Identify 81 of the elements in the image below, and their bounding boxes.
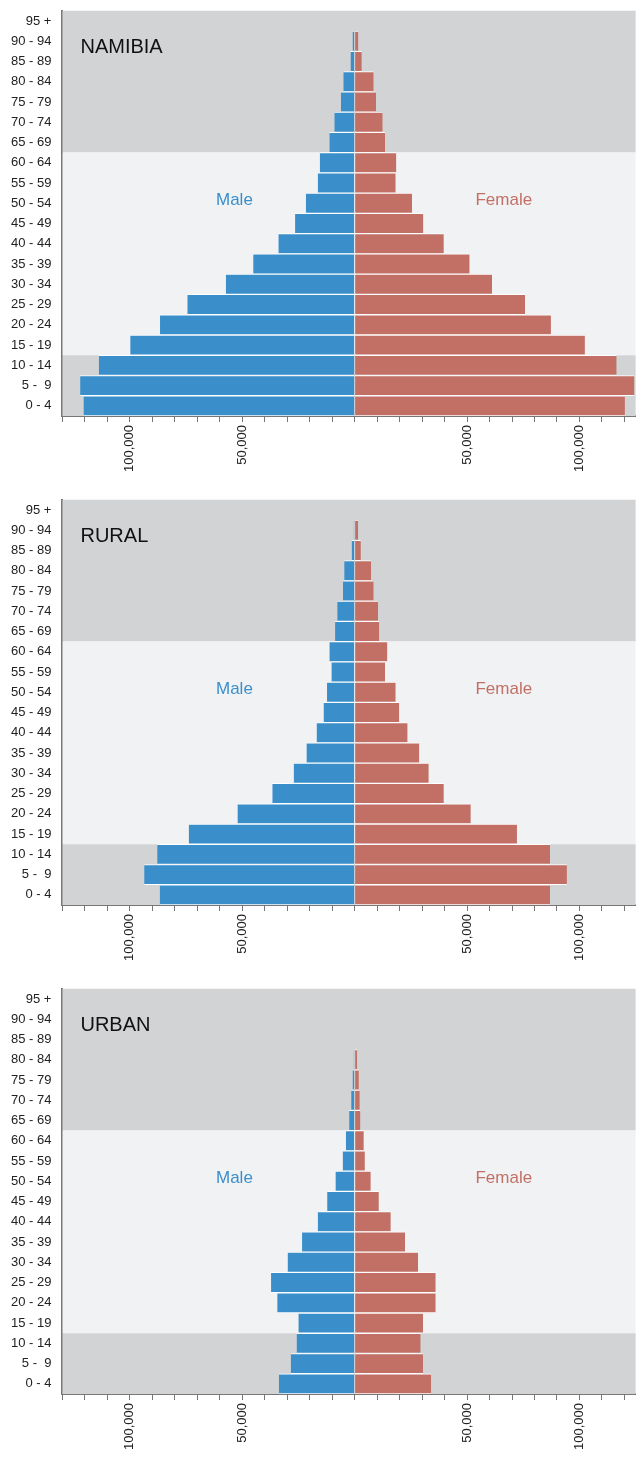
text: Male	[215, 679, 253, 699]
y-tick-label: 10 - 14	[10, 356, 52, 372]
y-tick-label: 0 - 4	[25, 397, 52, 413]
y-tick-label: 10 - 14	[10, 1334, 52, 1350]
y-tick-label: 70 - 74	[10, 113, 52, 129]
y-tick-label: 25 - 29	[10, 785, 52, 801]
text: Female	[475, 679, 533, 699]
x-tick-label: 100,000	[571, 425, 587, 473]
x-tick-label: 50,000	[458, 1403, 474, 1443]
text: Female	[475, 1168, 533, 1188]
y-tick-label: 70 - 74	[10, 602, 52, 618]
y-tick-label: 95 +	[25, 501, 52, 517]
y-tick-label: 0 - 4	[25, 886, 52, 902]
x-tick-label: 100,000	[121, 425, 137, 473]
y-tick-label: 35 - 39	[10, 255, 52, 271]
y-tick-label: 85 - 89	[10, 53, 52, 69]
y-tick-label: 20 - 24	[10, 1294, 52, 1310]
y-tick-label: 80 - 84	[10, 1051, 52, 1067]
y-tick-label: 40 - 44	[10, 724, 52, 740]
y-tick-label: 30 - 34	[10, 1253, 52, 1269]
y-tick-label: 95 +	[25, 12, 52, 28]
y-tick-label: 65 - 69	[10, 1112, 52, 1128]
y-tick-label: 55 - 59	[10, 663, 52, 679]
x-tick-label: 50,000	[233, 425, 249, 465]
y-tick-label: 5 - 9	[21, 866, 52, 882]
y-tick-label: 85 - 89	[10, 1031, 52, 1047]
text: Female	[475, 190, 533, 210]
y-tick-label: 90 - 94	[10, 32, 52, 48]
y-tick-label: 50 - 54	[10, 194, 52, 210]
text: Male	[215, 1168, 253, 1188]
y-tick-label: 5 - 9	[21, 377, 52, 393]
y-tick-label: 50 - 54	[10, 683, 52, 699]
y-tick-label: 20 - 24	[10, 316, 52, 332]
y-tick-label: 60 - 64	[10, 1132, 52, 1148]
text: Male	[215, 190, 253, 210]
y-tick-label: 0 - 4	[25, 1375, 52, 1391]
x-tick-label: 50,000	[458, 425, 474, 465]
y-tick-label: 65 - 69	[10, 134, 52, 150]
x-tick-label: 100,000	[571, 1403, 587, 1451]
y-tick-label: 35 - 39	[10, 1233, 52, 1249]
y-tick-label: 60 - 64	[10, 154, 52, 170]
y-tick-label: 30 - 34	[10, 275, 52, 291]
x-tick-label: 100,000	[121, 914, 137, 962]
y-tick-label: 45 - 49	[10, 1193, 52, 1209]
y-tick-label: 10 - 14	[10, 845, 52, 861]
y-tick-label: 55 - 59	[10, 174, 52, 190]
y-tick-label: 40 - 44	[10, 1213, 52, 1229]
x-tick-label: 50,000	[458, 914, 474, 954]
y-tick-label: 90 - 94	[10, 1010, 52, 1026]
y-tick-label: 45 - 49	[10, 704, 52, 720]
x-tick-label: 100,000	[121, 1403, 137, 1451]
x-tick-label: 50,000	[233, 914, 249, 954]
y-tick-label: 15 - 19	[10, 336, 52, 352]
y-tick-label: 70 - 74	[10, 1091, 52, 1107]
y-tick-label: 75 - 79	[10, 93, 52, 109]
y-tick-label: 5 - 9	[21, 1355, 52, 1371]
y-tick-label: 50 - 54	[10, 1172, 52, 1188]
text: URBAN	[80, 1013, 151, 1036]
y-tick-label: 40 - 44	[10, 235, 52, 251]
y-tick-label: 55 - 59	[10, 1152, 52, 1168]
y-tick-label: 95 +	[25, 990, 52, 1006]
y-tick-label: 25 - 29	[10, 296, 52, 312]
y-tick-label: 30 - 34	[10, 764, 52, 780]
y-tick-label: 20 - 24	[10, 805, 52, 821]
y-tick-label: 80 - 84	[10, 562, 52, 578]
text: NAMIBIA	[80, 35, 164, 58]
y-tick-label: 80 - 84	[10, 73, 52, 89]
text: RURAL	[80, 524, 149, 547]
y-tick-label: 65 - 69	[10, 623, 52, 639]
y-tick-label: 15 - 19	[10, 825, 52, 841]
x-tick-label: 100,000	[571, 914, 587, 962]
y-tick-label: 85 - 89	[10, 542, 52, 558]
y-tick-label: 75 - 79	[10, 1071, 52, 1087]
x-tick-label: 50,000	[233, 1403, 249, 1443]
y-tick-label: 45 - 49	[10, 215, 52, 231]
y-tick-label: 25 - 29	[10, 1274, 52, 1290]
y-tick-label: 35 - 39	[10, 744, 52, 760]
y-tick-label: 75 - 79	[10, 582, 52, 598]
y-tick-label: 60 - 64	[10, 643, 52, 659]
y-tick-label: 15 - 19	[10, 1314, 52, 1330]
y-tick-label: 90 - 94	[10, 521, 52, 537]
